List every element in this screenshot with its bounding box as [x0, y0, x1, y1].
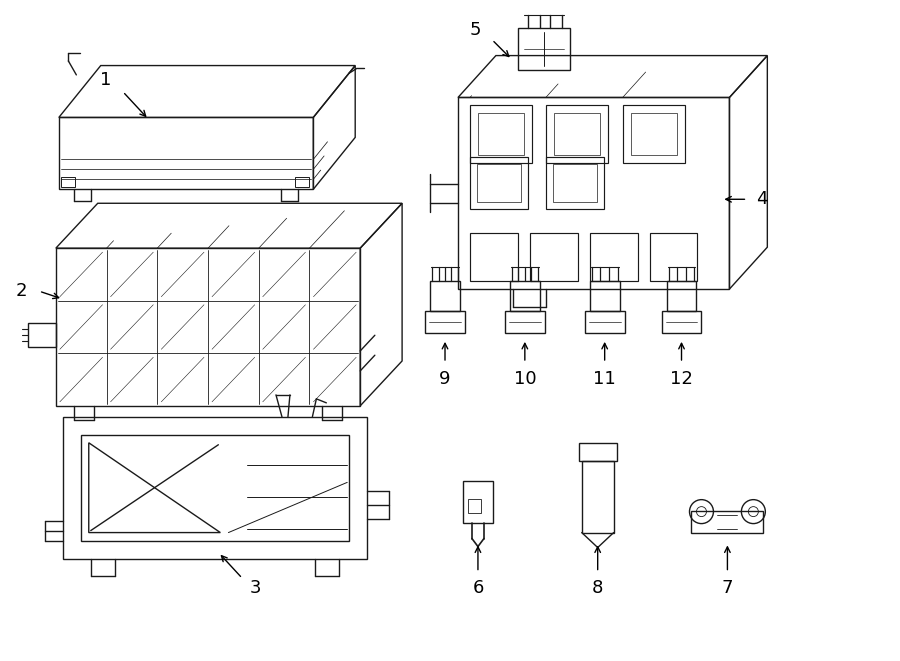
Bar	[590, 233, 637, 281]
Text: 11: 11	[593, 370, 616, 388]
Bar	[631, 114, 677, 155]
Bar	[545, 157, 604, 209]
Text: 3: 3	[249, 580, 261, 598]
Bar	[545, 106, 608, 163]
Text: 5: 5	[469, 20, 481, 38]
Bar	[478, 114, 524, 155]
Bar	[468, 499, 482, 513]
Bar	[295, 177, 310, 187]
Bar	[623, 106, 685, 163]
Bar	[581, 461, 614, 533]
Bar	[470, 106, 532, 163]
Text: 7: 7	[722, 580, 734, 598]
Bar	[530, 233, 578, 281]
Bar	[470, 157, 527, 209]
Bar	[470, 233, 518, 281]
Bar	[61, 177, 75, 187]
Bar	[554, 114, 599, 155]
Bar	[553, 164, 597, 202]
Bar	[518, 28, 570, 69]
Text: 2: 2	[15, 282, 27, 300]
Bar	[579, 443, 617, 461]
Bar	[477, 164, 521, 202]
Text: 4: 4	[756, 190, 767, 208]
Bar	[650, 233, 698, 281]
Text: 8: 8	[592, 580, 603, 598]
Text: 10: 10	[514, 370, 536, 388]
Text: 9: 9	[439, 370, 451, 388]
Text: 12: 12	[670, 370, 693, 388]
Text: 1: 1	[100, 71, 112, 89]
Bar	[463, 481, 493, 523]
Text: 6: 6	[472, 580, 483, 598]
